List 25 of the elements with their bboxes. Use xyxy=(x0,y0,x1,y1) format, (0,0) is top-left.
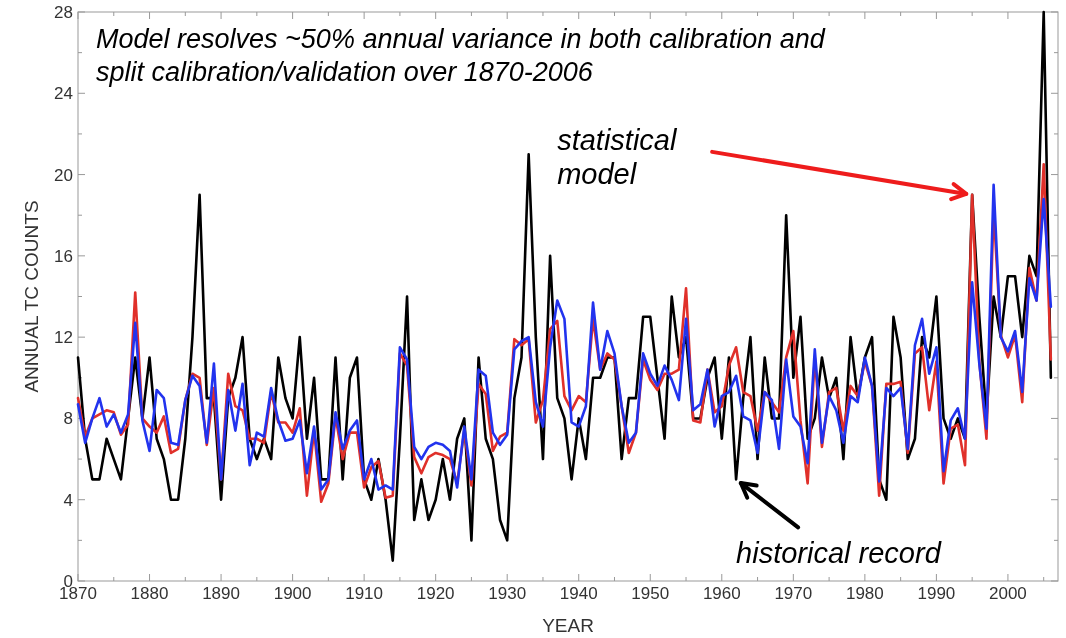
x-axis-title: YEAR xyxy=(542,615,594,636)
annotation: statistical model xyxy=(557,123,678,190)
annotation: historical record xyxy=(736,537,942,570)
text: Model resolves ~50% annual variance in both calibration and split calibration/validation over 1870-2006 xyxy=(96,24,826,87)
y-tick-label: 24 xyxy=(54,84,73,104)
x-tick-label: 1970 xyxy=(774,584,813,603)
x-tick-label: 1980 xyxy=(845,584,884,603)
x-tick-label: 1900 xyxy=(273,584,312,603)
x-tick-label: 1930 xyxy=(488,584,527,603)
x-tick-label: 1910 xyxy=(345,584,384,603)
x-tick-label: 1950 xyxy=(631,584,670,603)
y-tick-label: 4 xyxy=(63,490,73,510)
x-tick-label: 1920 xyxy=(416,584,455,603)
y-tick-label: 12 xyxy=(54,328,73,348)
x-tick-label: 1990 xyxy=(917,584,956,603)
y-tick-label: 16 xyxy=(54,246,73,266)
x-tick-label: 2000 xyxy=(989,584,1027,603)
y-tick-label: 20 xyxy=(54,165,73,185)
y-tick-label: 8 xyxy=(63,409,73,429)
y-axis-title: ANNUAL TC COUNTS xyxy=(21,200,42,393)
x-tick-label: 1960 xyxy=(702,584,741,603)
x-tick-label: 1880 xyxy=(130,584,169,603)
x-tick-label: 1940 xyxy=(559,584,598,603)
x-tick-label: 1890 xyxy=(202,584,240,603)
y-tick-label: 28 xyxy=(54,3,73,22)
